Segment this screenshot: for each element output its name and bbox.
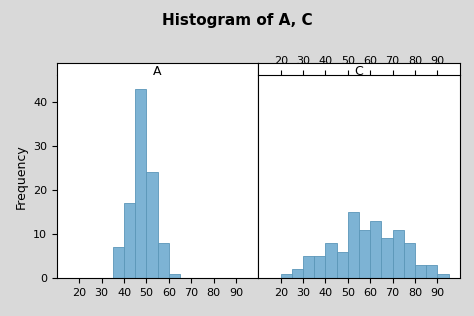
Bar <box>113 247 124 278</box>
Bar <box>303 256 314 278</box>
Bar <box>382 238 392 278</box>
Bar <box>392 230 404 278</box>
Bar <box>157 243 169 278</box>
Bar <box>359 230 370 278</box>
Bar <box>348 212 359 278</box>
Bar <box>169 274 180 278</box>
Bar <box>314 256 326 278</box>
Text: C: C <box>355 64 364 78</box>
Bar <box>337 252 348 278</box>
Bar <box>415 265 426 278</box>
Bar <box>426 265 438 278</box>
Bar <box>292 269 303 278</box>
Bar <box>438 274 448 278</box>
Bar <box>281 274 292 278</box>
Bar <box>135 88 146 278</box>
Bar <box>124 203 135 278</box>
Y-axis label: Frequency: Frequency <box>15 144 27 209</box>
Bar <box>370 221 382 278</box>
Bar <box>146 172 157 278</box>
Bar <box>326 243 337 278</box>
Text: A: A <box>154 64 162 78</box>
Bar <box>404 243 415 278</box>
Text: Histogram of A, C: Histogram of A, C <box>162 13 312 27</box>
